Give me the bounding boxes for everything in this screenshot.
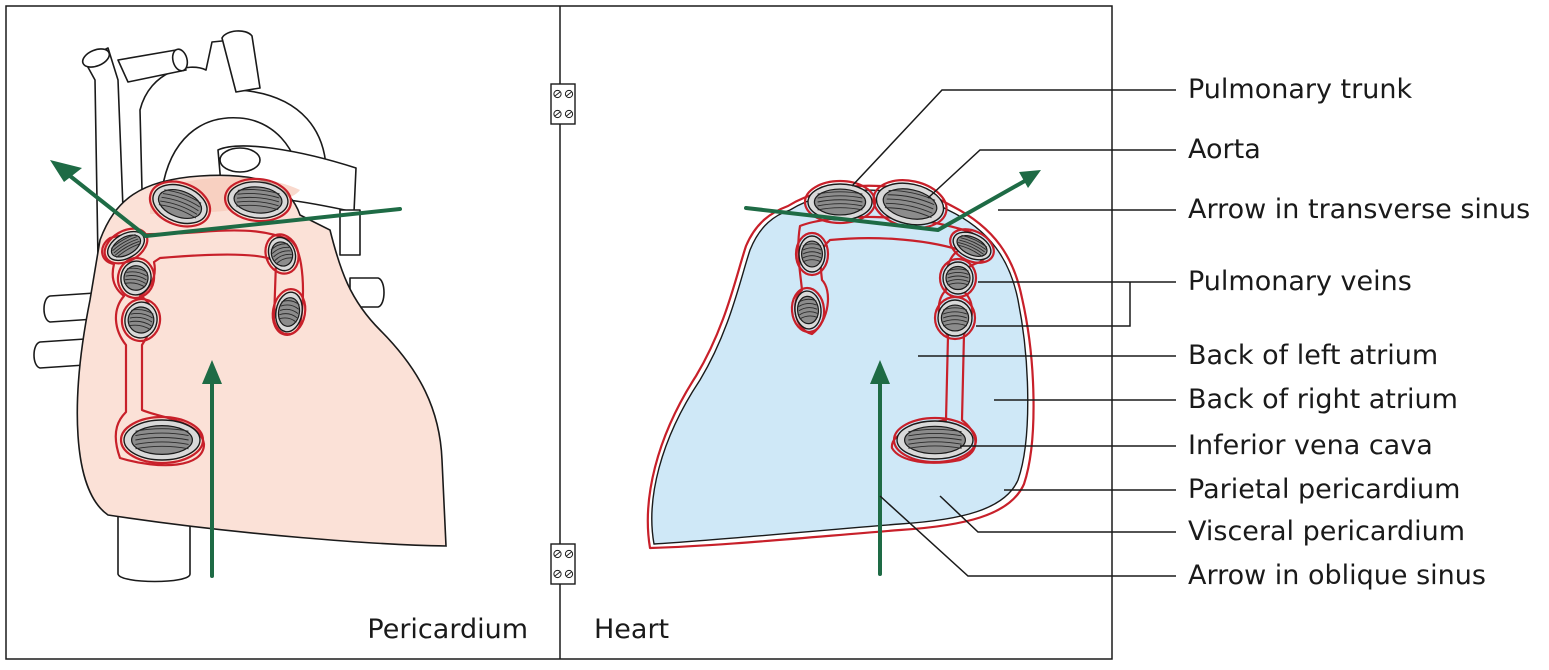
leader-lines bbox=[851, 89, 1176, 577]
pericardium-drawing bbox=[33, 30, 447, 583]
label-aorta: Aorta bbox=[1188, 134, 1261, 165]
brachiocephalic-vessel-outline bbox=[117, 49, 187, 83]
panel-label-heart: Heart bbox=[594, 614, 669, 645]
label-pulmonary-trunk: Pulmonary trunk bbox=[1188, 74, 1412, 105]
right-ivc-section bbox=[892, 416, 978, 464]
label-back-right-atrium: Back of right atrium bbox=[1188, 384, 1458, 415]
right-pulmonary-stub bbox=[339, 209, 361, 256]
structure-labels: Pulmonary trunk Aorta Arrow in transvers… bbox=[1188, 74, 1530, 591]
label-inferior-vena-cava: Inferior vena cava bbox=[1188, 430, 1433, 461]
oblique-sinus-arrow-left bbox=[202, 360, 222, 578]
right-aorta-section bbox=[872, 179, 948, 229]
label-back-left-atrium: Back of left atrium bbox=[1188, 340, 1438, 371]
right-pulmonary-trunk-section bbox=[803, 179, 877, 225]
left-ivc-section bbox=[119, 415, 205, 465]
label-oblique-sinus-arrow: Arrow in oblique sinus bbox=[1188, 560, 1486, 591]
left-pulmonary-trunk-section bbox=[148, 180, 212, 228]
label-visceral-pericardium: Visceral pericardium bbox=[1188, 516, 1465, 547]
left-vein-lower-left bbox=[120, 297, 162, 343]
panel-label-pericardium: Pericardium bbox=[367, 614, 528, 645]
left-vein-lower-right bbox=[271, 288, 307, 336]
transverse-sinus-arrow-left bbox=[50, 160, 402, 238]
transverse-sinus-arrow-right bbox=[744, 170, 1041, 232]
right-vein-mid-right bbox=[938, 257, 978, 299]
label-pulmonary-veins: Pulmonary veins bbox=[1188, 266, 1412, 297]
leader-visceral bbox=[939, 495, 1176, 533]
parietal-pericardium-line bbox=[646, 184, 1035, 550]
right-vein-stub bbox=[349, 277, 385, 308]
leader-oblique-sinus bbox=[879, 495, 1176, 577]
label-transverse-sinus-arrow: Arrow in transverse sinus bbox=[1188, 194, 1530, 225]
right-vein-lower-left bbox=[790, 286, 826, 334]
left-vein-upper-right bbox=[264, 233, 300, 275]
leader-aorta bbox=[927, 149, 1176, 199]
vessel-cross-sections bbox=[103, 177, 995, 465]
left-carotid-outline bbox=[221, 30, 261, 93]
left-aorta-section bbox=[223, 177, 293, 223]
leader-pulmonary-veins-lower bbox=[976, 282, 1131, 327]
right-vein-lower-right bbox=[933, 295, 977, 341]
hinge-top-icon bbox=[550, 83, 576, 125]
figure-frame bbox=[5, 5, 1113, 660]
leader-pulmonary-trunk bbox=[851, 89, 1176, 187]
oblique-sinus-arrow-right bbox=[870, 360, 890, 576]
hinge-bottom-icon bbox=[550, 543, 576, 585]
label-parietal-pericardium: Parietal pericardium bbox=[1188, 474, 1460, 505]
right-vein-upper-left bbox=[794, 231, 830, 277]
left-vein-mid-left bbox=[116, 256, 156, 300]
right-vein-upper-right bbox=[949, 228, 995, 264]
